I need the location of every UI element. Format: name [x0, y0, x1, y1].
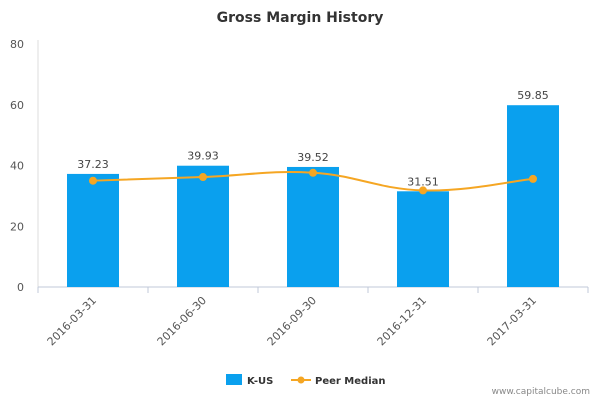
legend: K-US Peer Median — [226, 374, 386, 387]
x-tick-label: 2016-03-31 — [45, 294, 99, 348]
bar — [287, 166, 339, 287]
y-tick-label: 20 — [10, 220, 24, 233]
bar-data-label: 39.93 — [187, 150, 219, 163]
chart-title: Gross Margin History — [217, 10, 384, 26]
bar — [177, 165, 229, 287]
source-credit: www.capitalcube.com — [492, 387, 590, 397]
peer-median-point — [419, 186, 427, 195]
peer-median-point — [199, 173, 207, 182]
bar — [67, 173, 119, 287]
y-axis-ticks: 0 20 40 60 80 — [10, 38, 24, 294]
x-tick-label: 2016-06-30 — [155, 294, 209, 348]
bar-data-labels: 37.23 39.93 39.52 31.51 59.85 — [77, 89, 549, 188]
bar-data-label: 39.52 — [297, 151, 329, 164]
line-series — [89, 168, 537, 195]
bar-data-label: 31.51 — [407, 175, 439, 188]
legend-marker-peer-median — [297, 376, 305, 384]
peer-median-point — [89, 176, 97, 185]
legend-label-peer-median: Peer Median — [315, 376, 386, 387]
x-tick-label: 2017-03-31 — [485, 294, 539, 348]
peer-median-point — [529, 174, 537, 183]
bar — [397, 191, 449, 287]
peer-median-point — [309, 168, 317, 177]
legend-swatch-k-us — [226, 374, 242, 385]
y-tick-label: 80 — [10, 38, 24, 51]
legend-label-k-us: K-US — [247, 376, 273, 387]
y-tick-label: 40 — [10, 160, 24, 173]
y-tick-label: 0 — [17, 281, 24, 294]
y-tick-label: 60 — [10, 99, 24, 112]
bar — [507, 105, 559, 287]
bar-data-label: 37.23 — [77, 158, 109, 171]
x-tick-label: 2016-09-30 — [265, 294, 319, 348]
x-axis-ticks: 2016-03-31 2016-06-30 2016-09-30 2016-12-31… — [37, 287, 589, 348]
bar-data-label: 59.85 — [517, 89, 549, 102]
bar-series — [67, 105, 559, 287]
x-tick-label: 2016-12-31 — [375, 294, 429, 348]
